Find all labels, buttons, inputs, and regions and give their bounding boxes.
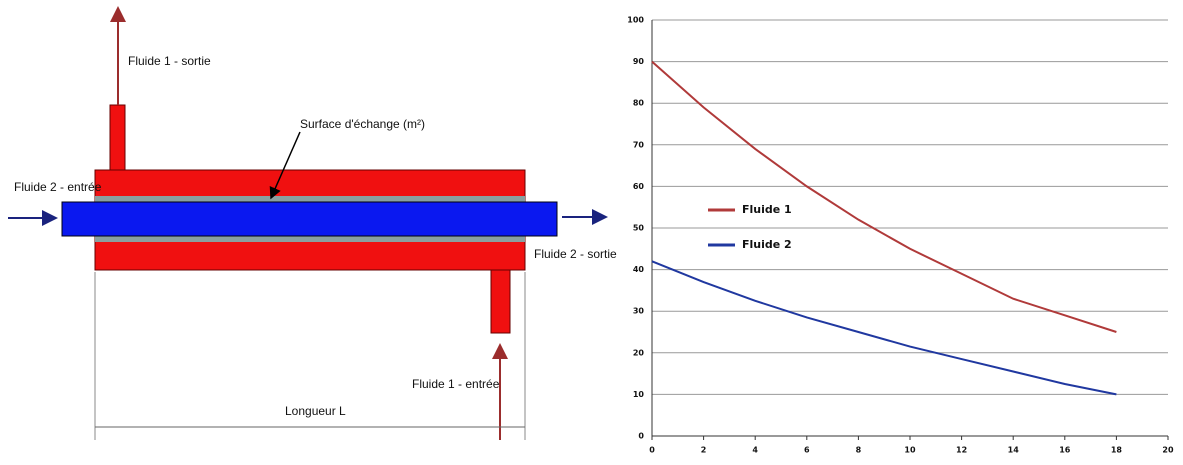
x-tick-label: 14	[1008, 446, 1020, 455]
figure: Fluide 1 - sortie Surface d'échange (m²)…	[0, 0, 1183, 461]
outlet-pipe	[110, 105, 125, 175]
label: Fluide 1 - sortie	[128, 54, 211, 68]
x-tick-label: 0	[649, 446, 655, 455]
x-tick-label: 18	[1111, 446, 1123, 455]
label: Surface d'échange (m²)	[300, 117, 425, 131]
chart: 0 10 20 30 40 50 60 70 80 90 100 0 2 4 6 8 10 12 14 16 18 20 F…	[627, 16, 1174, 455]
y-tick-label: 90	[633, 57, 645, 66]
y-tick-label: 20	[633, 348, 645, 357]
legend-label: Fluide 1	[742, 203, 792, 216]
label: Fluide 2 - entrée	[14, 180, 102, 194]
y-tick-label: 40	[633, 265, 645, 274]
x-tick-label: 6	[804, 446, 810, 455]
inlet-pipe	[491, 265, 510, 333]
x-tick-label: 4	[752, 446, 758, 455]
x-tick-label: 2	[701, 446, 707, 455]
legend-label: Fluide 2	[742, 238, 792, 251]
y-tick-label: 80	[633, 99, 645, 108]
inner-tube	[62, 202, 557, 236]
label: Fluide 2 - sortie	[534, 247, 617, 261]
y-tick-label: 60	[633, 182, 645, 191]
label: Longueur L	[285, 404, 346, 418]
y-tick-label: 100	[627, 16, 644, 25]
page: Fluide 1 - sortie Surface d'échange (m²)…	[0, 0, 1183, 465]
series-line	[652, 261, 1116, 394]
x-tick-label: 16	[1059, 446, 1071, 455]
x-tick-label: 12	[956, 446, 967, 455]
y-tick-label: 10	[633, 390, 645, 399]
y-tick-label: 70	[633, 140, 645, 149]
y-tick-label: 30	[633, 307, 645, 316]
label: Fluide 1 - entrée	[412, 377, 500, 391]
exchanger: Fluide 1 - sortie Surface d'échange (m²)…	[8, 8, 617, 440]
x-tick-label: 20	[1162, 446, 1174, 455]
series-line	[652, 62, 1116, 332]
x-tick-label: 10	[904, 446, 916, 455]
y-tick-label: 50	[633, 224, 645, 233]
x-tick-label: 8	[856, 446, 862, 455]
y-tick-label: 0	[638, 432, 644, 441]
